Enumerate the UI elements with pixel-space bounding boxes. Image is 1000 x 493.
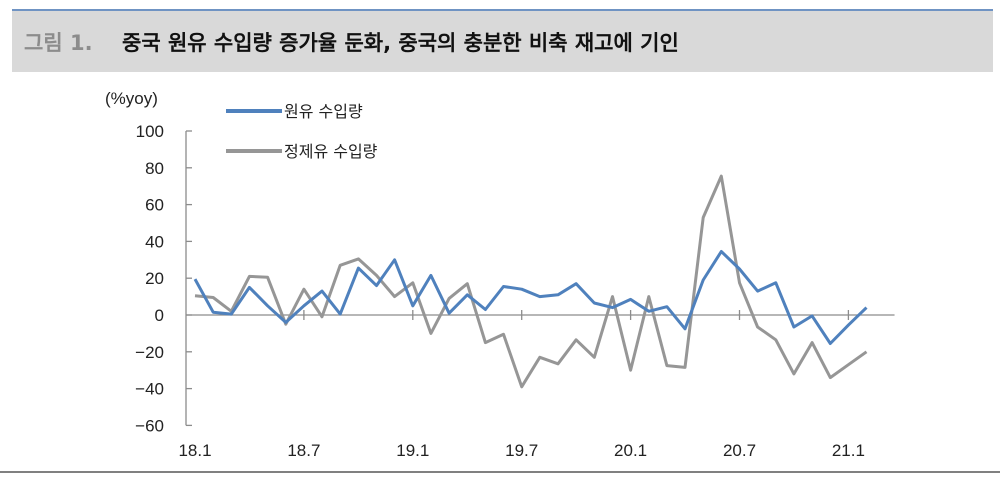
y-tick-label: 0	[155, 306, 164, 325]
legend-label-crude: 원유 수입량	[284, 102, 363, 121]
x-tick-label: 20.1	[614, 441, 647, 460]
y-tick-label: 60	[145, 196, 164, 215]
x-tick-label: 18.7	[287, 441, 320, 460]
y-tick-label: −20	[135, 343, 164, 362]
figure-number: 그림 1.	[24, 31, 93, 55]
x-tick-label: 20.7	[723, 441, 756, 460]
figure-title-bar: 그림 1. 중국 원유 수입량 증가율 둔화, 중국의 충분한 비축 재고에 기…	[12, 9, 993, 72]
y-axis-unit-label: (%yoy)	[105, 89, 158, 108]
legend-label-refined: 정제유 수입량	[284, 142, 378, 161]
y-tick-label: −60	[135, 416, 164, 435]
figure-title: 중국 원유 수입량 증가율 둔화, 중국의 충분한 비축 재고에 기인	[122, 31, 679, 55]
y-tick-label: 80	[145, 159, 164, 178]
x-tick-label: 21.1	[832, 441, 865, 460]
legend: 원유 수입량 정제유 수입량	[226, 102, 378, 161]
x-tick-label: 18.1	[178, 441, 211, 460]
x-tick-label: 19.7	[505, 441, 538, 460]
y-tick-label: 40	[145, 232, 164, 251]
x-tick-label: 19.1	[396, 441, 429, 460]
y-tick-label: 20	[145, 269, 164, 288]
series-lines	[193, 174, 868, 389]
y-axis: 100 80 60 40 20 0 −20 −40 −60	[135, 122, 192, 435]
x-axis: 18.1 18.7 19.1 19.7 20.1 20.7 21.1	[178, 310, 895, 460]
series-line	[193, 250, 868, 345]
y-tick-label: −40	[135, 380, 164, 399]
series-line	[194, 174, 868, 389]
bottom-divider	[0, 471, 1000, 473]
y-tick-label: 100	[136, 122, 164, 141]
